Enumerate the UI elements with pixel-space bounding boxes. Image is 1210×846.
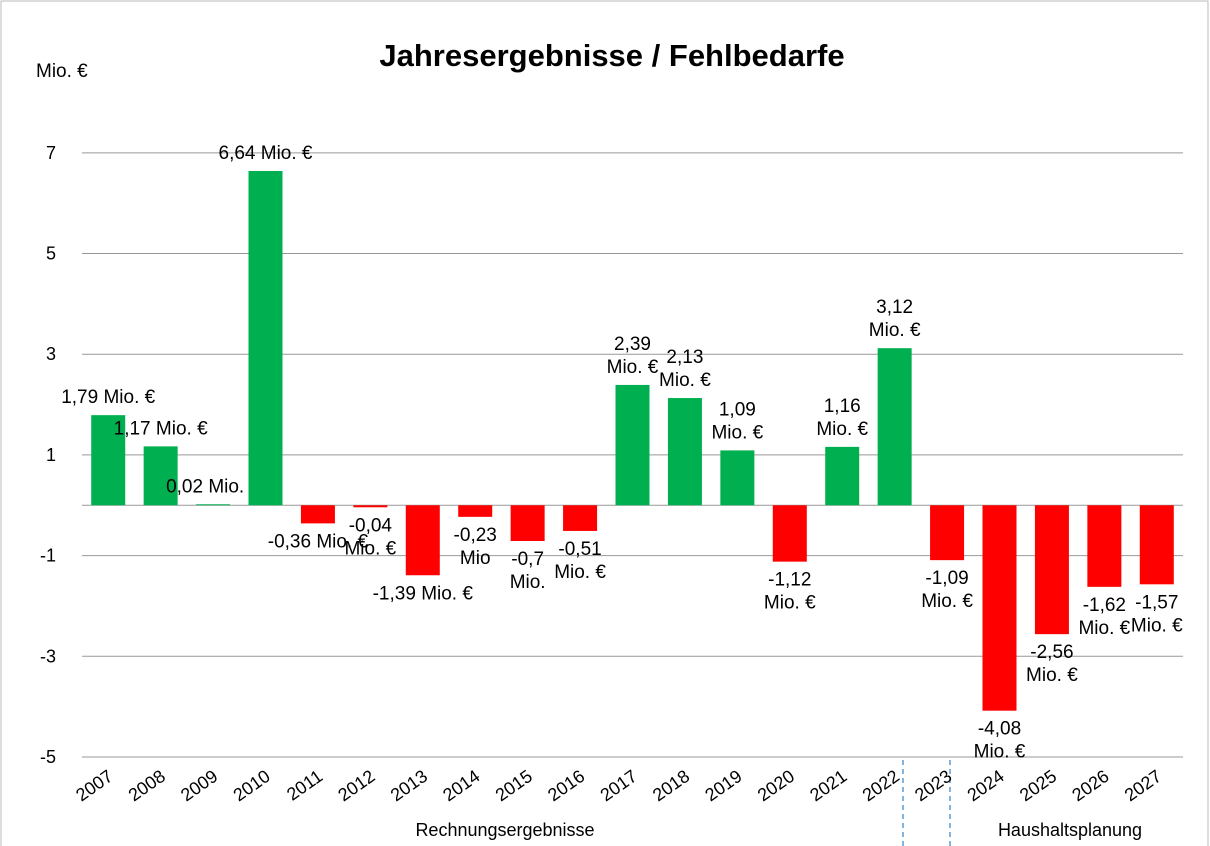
data-label: -1,57 (1135, 592, 1178, 613)
data-label: 3,12 (876, 297, 913, 318)
data-label: Mio. (510, 572, 546, 593)
bar (825, 446, 860, 506)
bar (930, 505, 965, 561)
bar (772, 505, 807, 562)
bar (248, 170, 283, 506)
data-label: Mio. € (974, 742, 1026, 763)
data-label: Mio (460, 548, 491, 569)
data-label: -0,7 (511, 549, 544, 570)
group-label: Rechnungsergebnisse (415, 820, 594, 840)
bar (143, 446, 178, 506)
data-label: Mio. € (607, 357, 659, 378)
bar (667, 398, 702, 506)
data-label: -2,56 (1030, 642, 1073, 663)
y-tick-label: 3 (46, 344, 56, 364)
y-tick-label: 1 (46, 445, 56, 465)
bar (720, 450, 755, 506)
data-label: Mio. € (554, 562, 606, 583)
group-label: Haushaltsplanung (998, 820, 1142, 840)
bar (1087, 505, 1122, 587)
bar (982, 505, 1017, 711)
bar (458, 505, 493, 517)
chart-title: Jahresergebnisse / Fehlbedarfe (379, 38, 844, 73)
bar (91, 415, 126, 506)
y-tick-label: 5 (46, 244, 56, 264)
data-label: Mio. € (816, 419, 868, 440)
data-label: -1,39 Mio. € (373, 583, 474, 604)
data-label: -0,51 (558, 539, 601, 560)
y-axis-label: Mio. € (36, 61, 88, 82)
bar (300, 505, 335, 524)
data-label: Mio. € (764, 593, 816, 614)
data-label: Mio. € (711, 422, 763, 443)
data-label: -0,23 (454, 525, 497, 546)
data-label: 0,02 Mio. € (166, 476, 260, 497)
bar (405, 505, 440, 576)
data-label: Mio. € (1078, 618, 1130, 639)
data-label: -0,36 Mio. € (268, 531, 369, 552)
bar (353, 505, 388, 508)
data-label: Mio. € (659, 370, 711, 391)
data-label: Mio. € (1131, 615, 1183, 636)
data-label: Mio. € (344, 538, 396, 559)
bar (510, 505, 545, 542)
y-tick-label: -5 (40, 747, 56, 767)
data-label: 1,79 Mio. € (61, 387, 155, 408)
data-label: Mio. € (1026, 665, 1078, 686)
data-label: Mio. € (921, 591, 973, 612)
bar (877, 348, 912, 506)
data-label: 1,16 (824, 396, 861, 417)
data-label: -1,12 (768, 570, 811, 591)
y-tick-label: -1 (40, 546, 56, 566)
data-label: Mio. € (869, 320, 921, 341)
data-label: 2,13 (666, 347, 703, 368)
data-label: 2,39 (614, 334, 651, 355)
data-label: 1,17 Mio. € (114, 418, 208, 439)
bar (615, 384, 650, 506)
y-tick-label: 7 (46, 143, 56, 163)
data-label: -1,62 (1083, 595, 1126, 616)
bar (1139, 505, 1174, 585)
data-label: -1,09 (925, 568, 968, 589)
bar (563, 505, 598, 531)
data-label: -4,08 (978, 719, 1021, 740)
data-label: 6,64 Mio. € (219, 143, 313, 164)
y-tick-label: -3 (40, 646, 56, 666)
bar (1034, 505, 1069, 635)
data-label: 1,09 (719, 399, 756, 420)
data-label: -0,04 (349, 515, 393, 536)
bar (196, 504, 231, 506)
